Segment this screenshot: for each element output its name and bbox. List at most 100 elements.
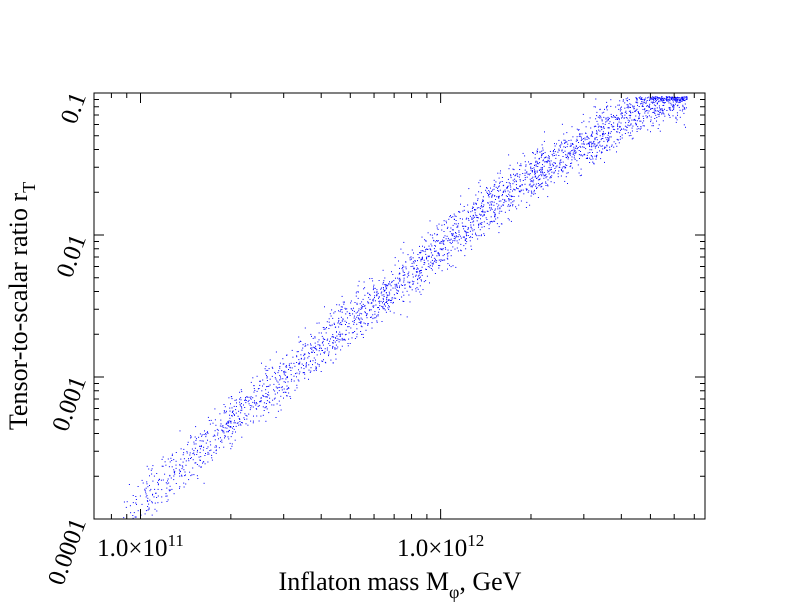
data-point xyxy=(412,276,414,278)
data-point xyxy=(388,294,390,296)
data-point xyxy=(483,233,485,235)
data-point xyxy=(326,327,327,328)
data-point xyxy=(625,98,627,100)
data-point xyxy=(382,269,384,271)
data-point xyxy=(441,241,443,242)
data-point xyxy=(583,141,584,143)
data-point xyxy=(606,144,608,146)
data-point xyxy=(637,102,639,104)
data-point xyxy=(310,344,312,346)
data-point xyxy=(536,187,538,189)
data-point xyxy=(314,347,316,348)
data-point xyxy=(610,136,612,138)
data-point xyxy=(494,213,496,215)
data-point xyxy=(677,101,679,103)
data-point xyxy=(269,378,271,380)
data-point xyxy=(654,97,656,99)
data-point xyxy=(190,437,192,439)
data-point xyxy=(157,483,159,485)
data-point xyxy=(323,352,325,353)
data-point xyxy=(265,393,267,394)
data-point xyxy=(653,98,655,99)
data-point xyxy=(473,203,475,205)
data-point xyxy=(324,306,325,308)
data-point xyxy=(661,99,663,101)
data-point xyxy=(475,202,477,204)
data-point xyxy=(533,179,535,181)
data-point xyxy=(300,354,302,356)
data-point xyxy=(453,213,455,215)
data-point xyxy=(541,144,543,146)
data-point xyxy=(463,236,465,238)
data-point xyxy=(376,294,378,296)
data-point xyxy=(508,182,510,184)
data-point xyxy=(642,103,644,105)
data-point xyxy=(279,375,281,377)
data-point xyxy=(264,407,266,409)
data-point xyxy=(433,248,435,250)
data-point xyxy=(203,461,205,463)
data-point xyxy=(391,271,392,273)
data-point xyxy=(266,400,268,402)
data-point xyxy=(481,202,483,204)
data-point xyxy=(239,398,240,400)
data-point xyxy=(343,303,345,305)
data-point xyxy=(221,429,223,431)
data-point xyxy=(578,135,580,137)
data-point xyxy=(550,160,552,162)
data-point xyxy=(360,322,361,324)
data-point xyxy=(398,260,399,262)
data-point xyxy=(583,120,585,122)
data-point xyxy=(144,490,146,492)
data-point xyxy=(137,486,139,487)
data-point xyxy=(265,373,267,375)
data-point xyxy=(174,473,176,475)
data-point xyxy=(382,297,384,299)
data-point xyxy=(460,249,462,251)
data-point xyxy=(653,104,655,106)
data-point xyxy=(260,415,262,417)
data-point xyxy=(635,123,637,125)
data-point xyxy=(632,137,634,139)
data-point xyxy=(650,108,652,110)
data-point xyxy=(497,187,498,189)
data-point xyxy=(565,146,566,148)
data-point xyxy=(181,475,183,477)
data-point xyxy=(409,259,411,261)
data-point xyxy=(628,135,630,137)
data-point xyxy=(666,100,668,102)
data-point xyxy=(536,150,538,152)
data-point xyxy=(283,397,284,399)
data-point xyxy=(199,452,201,453)
data-point xyxy=(576,138,578,140)
data-point xyxy=(586,157,588,159)
data-point xyxy=(248,403,250,405)
data-point xyxy=(229,410,231,412)
data-point xyxy=(286,395,288,397)
data-point xyxy=(515,174,516,176)
data-point xyxy=(460,195,462,197)
data-point xyxy=(214,430,216,432)
data-point xyxy=(262,395,264,397)
y-tick-label: 0.0001 xyxy=(43,515,92,589)
data-point xyxy=(642,109,644,110)
data-point xyxy=(364,287,366,289)
data-point xyxy=(259,380,261,382)
data-point xyxy=(385,284,387,285)
data-point xyxy=(223,404,225,405)
data-point xyxy=(462,210,464,212)
data-point xyxy=(589,157,591,159)
data-point xyxy=(515,180,517,182)
data-point xyxy=(490,203,492,205)
data-point xyxy=(275,378,277,380)
data-point xyxy=(402,269,404,271)
data-point xyxy=(486,187,488,189)
data-point xyxy=(289,366,291,368)
data-point xyxy=(625,117,627,118)
data-point xyxy=(340,309,342,311)
data-point xyxy=(340,316,342,318)
data-point xyxy=(674,99,676,101)
data-point xyxy=(506,187,508,189)
data-point xyxy=(210,449,212,451)
data-point xyxy=(397,286,398,288)
